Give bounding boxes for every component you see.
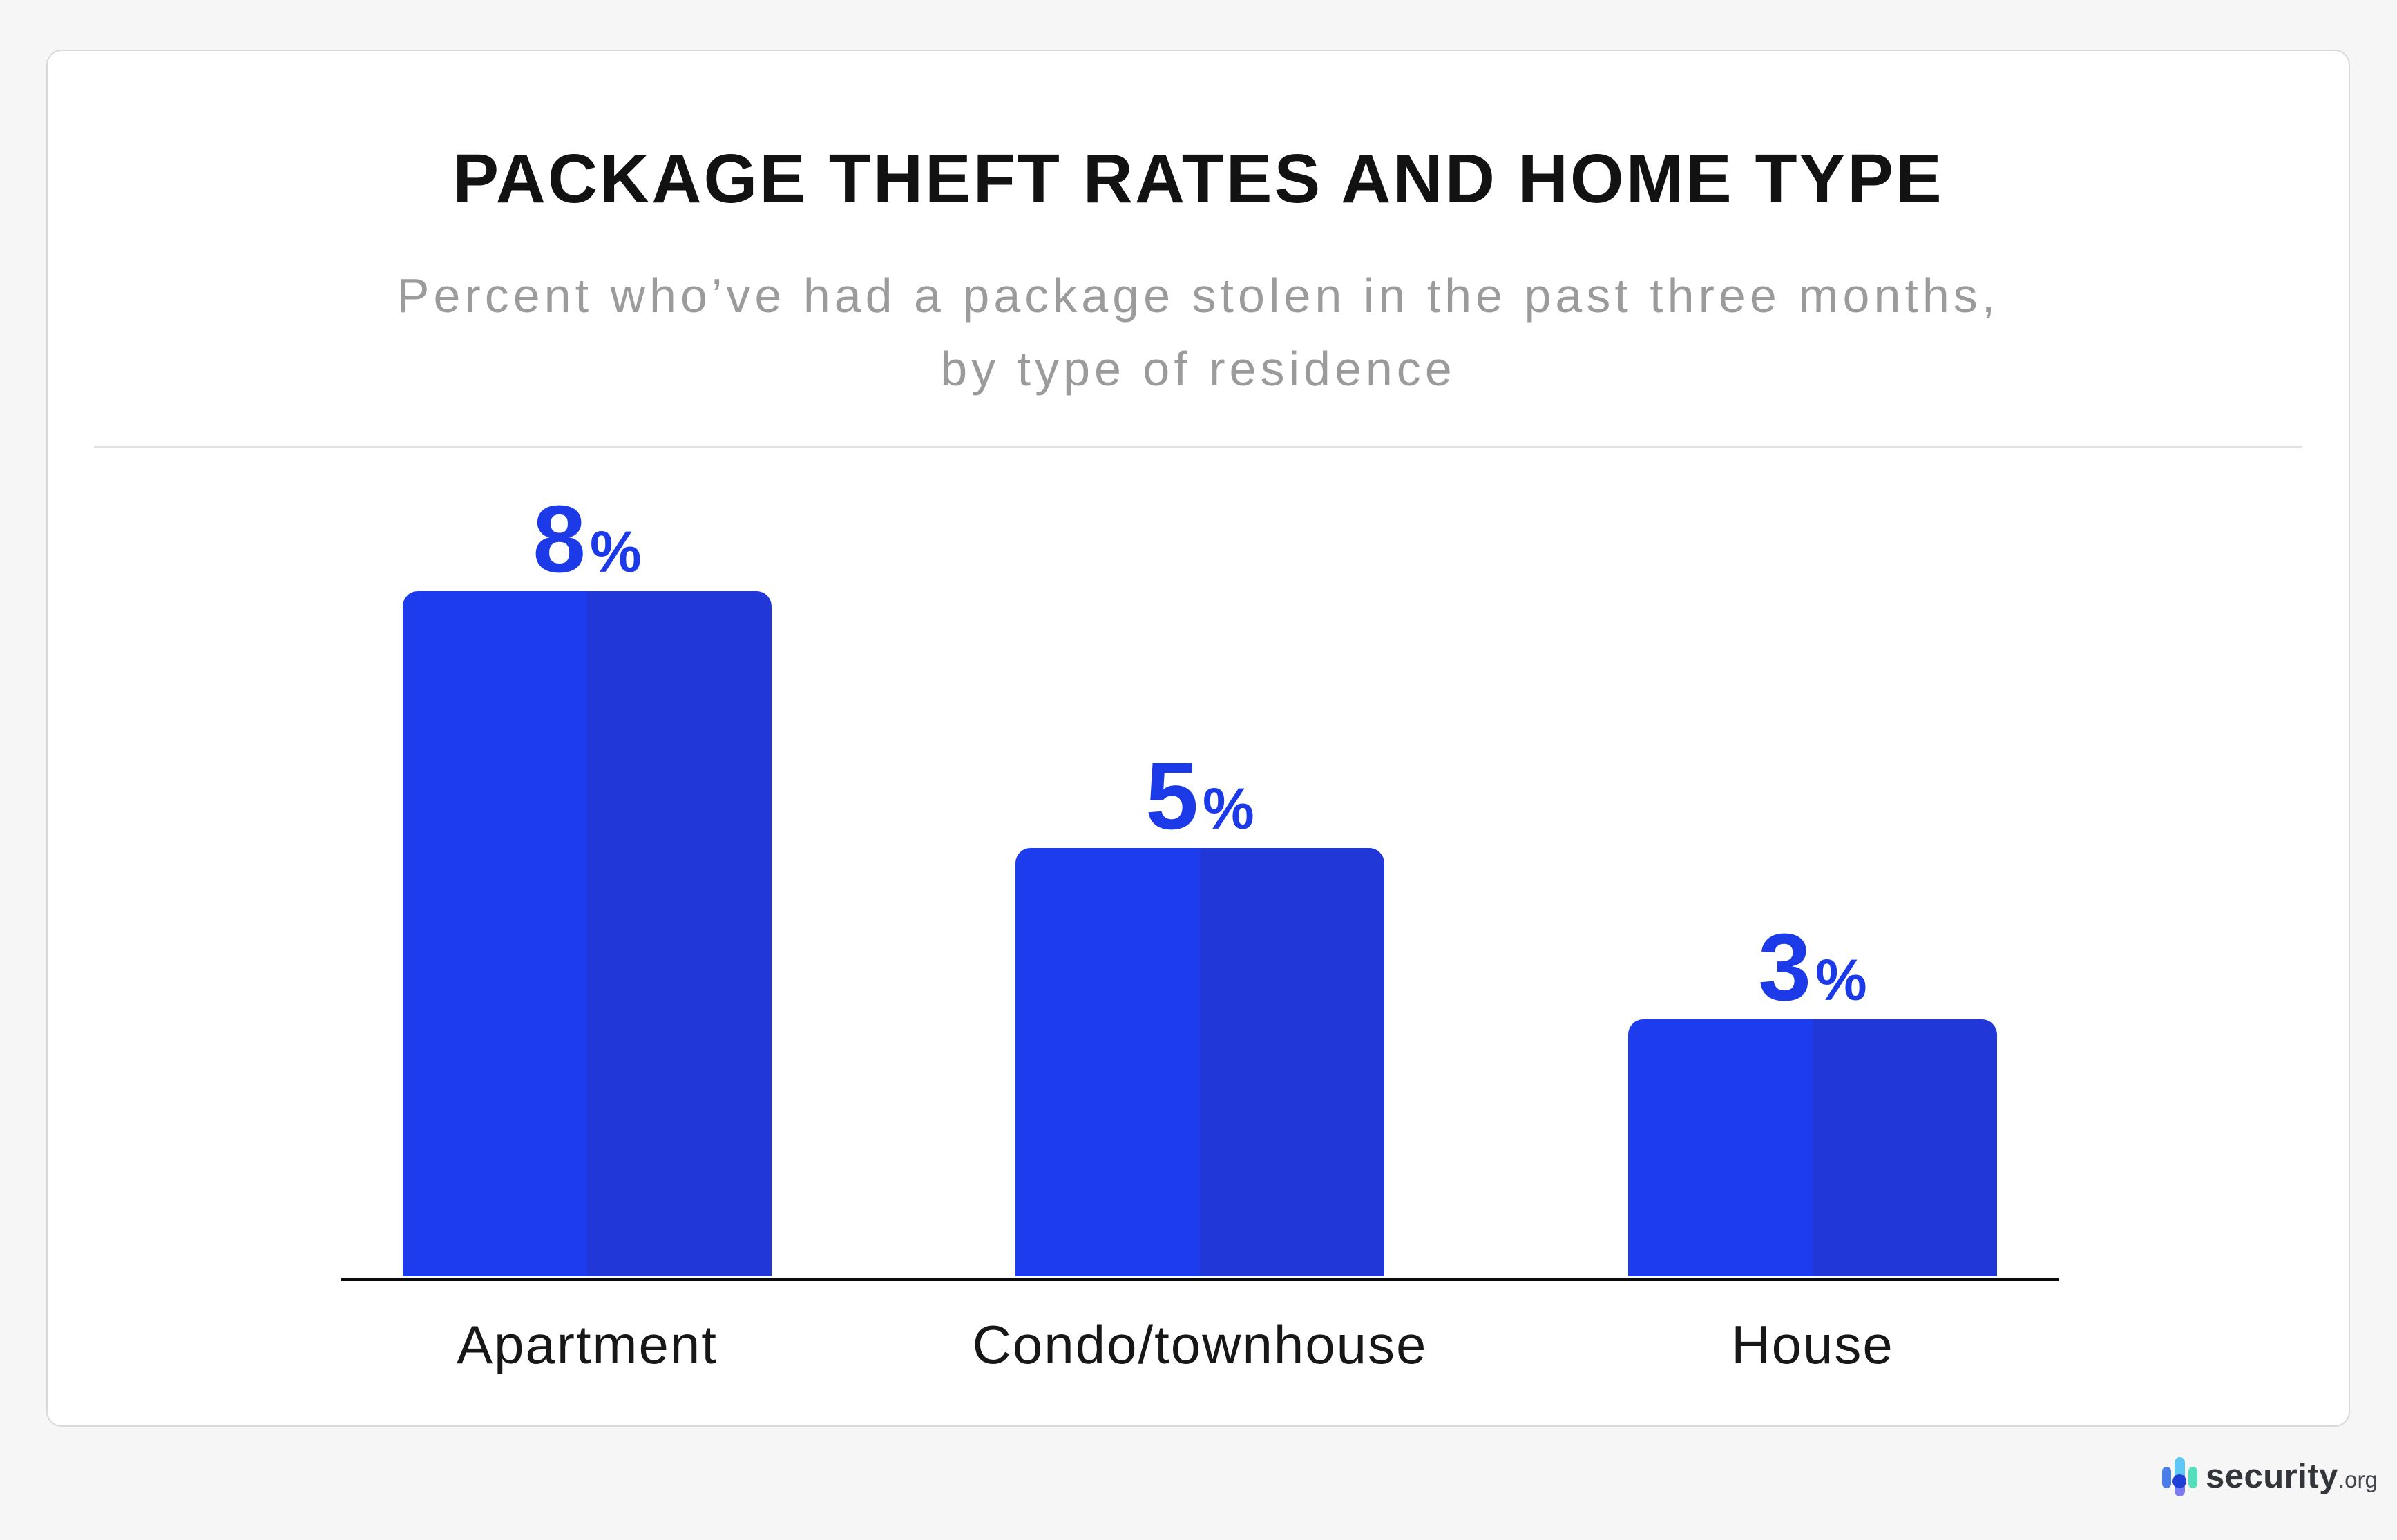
brand-logo: security .org (2161, 1457, 2378, 1496)
icon-dot (2172, 1474, 2186, 1488)
chart-subtitle-line-1: Percent who’ve had a package stolen in t… (397, 269, 2000, 323)
value-label-condo-townhouse: 5 % (1145, 749, 1254, 844)
value-number: 3 (1758, 914, 1812, 1021)
x-axis-line (341, 1278, 2059, 1281)
bar-condo-townhouse (1015, 848, 1384, 1276)
value-label-house: 3 % (1758, 920, 1866, 1015)
brand-text: security .org (2206, 1460, 2378, 1494)
chart-card: PACKAGE THEFT RATES AND HOME TYPE Percen… (46, 50, 2350, 1427)
category-label-house: House (1731, 1314, 1894, 1375)
percent-sign: % (1203, 776, 1254, 841)
brand-name: security (2206, 1458, 2338, 1495)
percent-sign: % (590, 519, 642, 584)
chart-subtitle-line-2: by type of residence (940, 342, 1456, 396)
category-label-condo-townhouse: Condo/townhouse (972, 1314, 1428, 1375)
percent-sign: % (1815, 947, 1867, 1012)
value-number: 8 (533, 486, 586, 593)
bar-column-condo-townhouse: 5 % (1015, 749, 1384, 1276)
bar-column-house: 3 % (1628, 920, 1997, 1276)
icon-pill-left (2162, 1467, 2171, 1488)
chart-subtitle: Percent who’ve had a package stolen in t… (48, 259, 2349, 406)
brand-tld: .org (2338, 1467, 2378, 1492)
security-org-icon (2161, 1457, 2197, 1496)
value-label-apartment: 8 % (533, 492, 641, 587)
header-divider (94, 445, 2302, 448)
bar-house (1628, 1019, 1997, 1276)
bar-column-apartment: 8 % (403, 492, 772, 1276)
value-number: 5 (1145, 743, 1199, 849)
chart-title: PACKAGE THEFT RATES AND HOME TYPE (452, 140, 1944, 218)
category-label-apartment: Apartment (457, 1314, 718, 1375)
bar-apartment (403, 591, 772, 1276)
icon-pill-right (2188, 1467, 2197, 1488)
